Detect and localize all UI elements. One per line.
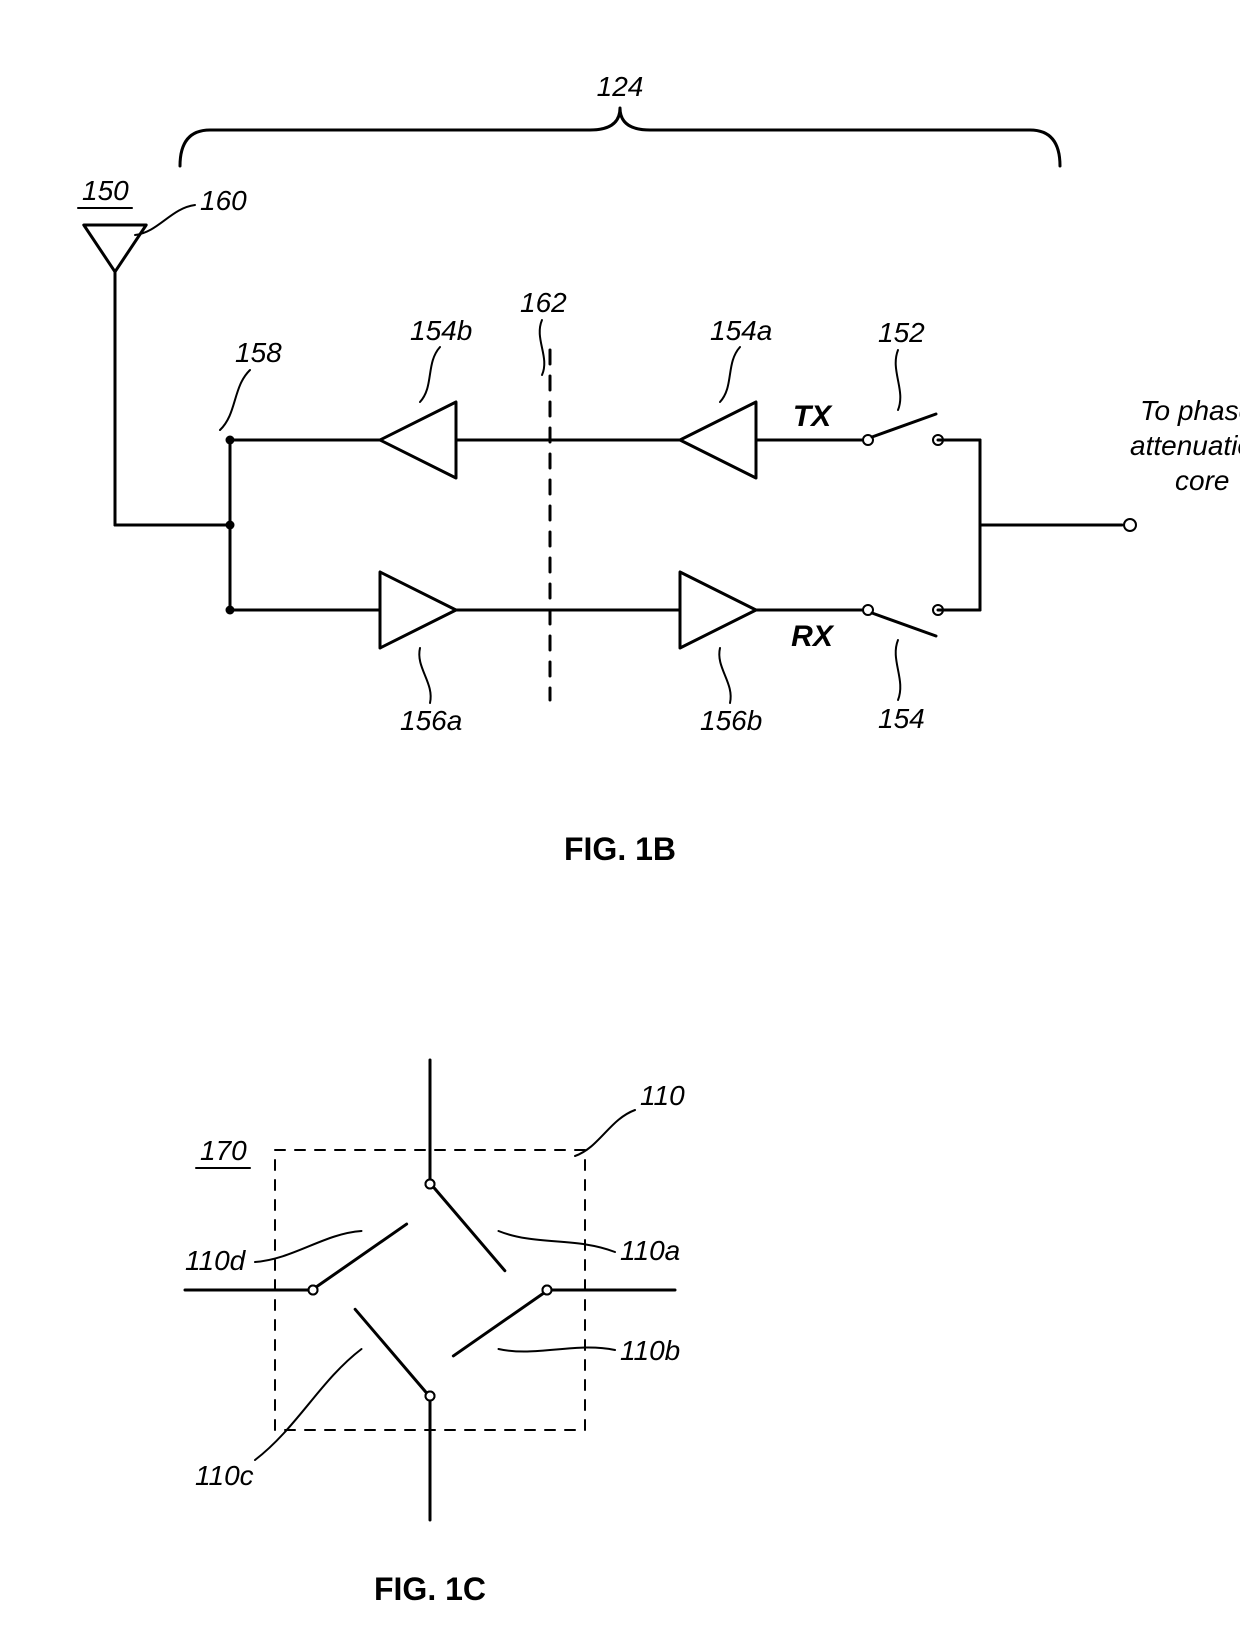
sw-a-ref: 110a <box>620 1235 680 1266</box>
sw-b-ref: 110b <box>620 1335 680 1366</box>
rx-amp-right-ref: 156b <box>700 705 762 736</box>
rx-label: RX <box>791 620 835 653</box>
dashed-ref: 162 <box>520 287 567 318</box>
svg-text:To phase-: To phase- <box>1140 395 1240 426</box>
svg-text:attenuation: attenuation <box>1130 430 1240 461</box>
fig1c-title: FIG. 1C <box>374 1571 486 1607</box>
svg-text:core: core <box>1175 465 1229 496</box>
sw-c-ref: 110c <box>195 1460 254 1491</box>
rx-amp-left-ref: 156a <box>400 705 462 736</box>
junction-ref: 158 <box>235 337 282 368</box>
sw-d-ref: 110d <box>185 1245 247 1276</box>
antenna-ref: 160 <box>200 185 247 216</box>
fig1c-ref: 170 <box>200 1135 247 1166</box>
fig1b-title: FIG. 1B <box>564 831 676 867</box>
brace-ref: 124 <box>597 71 644 102</box>
box-ref: 110 <box>640 1080 685 1111</box>
tx-label: TX <box>793 400 833 433</box>
top-switch-ref: 152 <box>878 317 925 348</box>
fig1b-ref: 150 <box>82 175 129 206</box>
bottom-switch-ref: 154 <box>878 703 925 734</box>
tx-amp-right-ref: 154a <box>710 315 772 346</box>
tx-amp-left-ref: 154b <box>410 315 472 346</box>
